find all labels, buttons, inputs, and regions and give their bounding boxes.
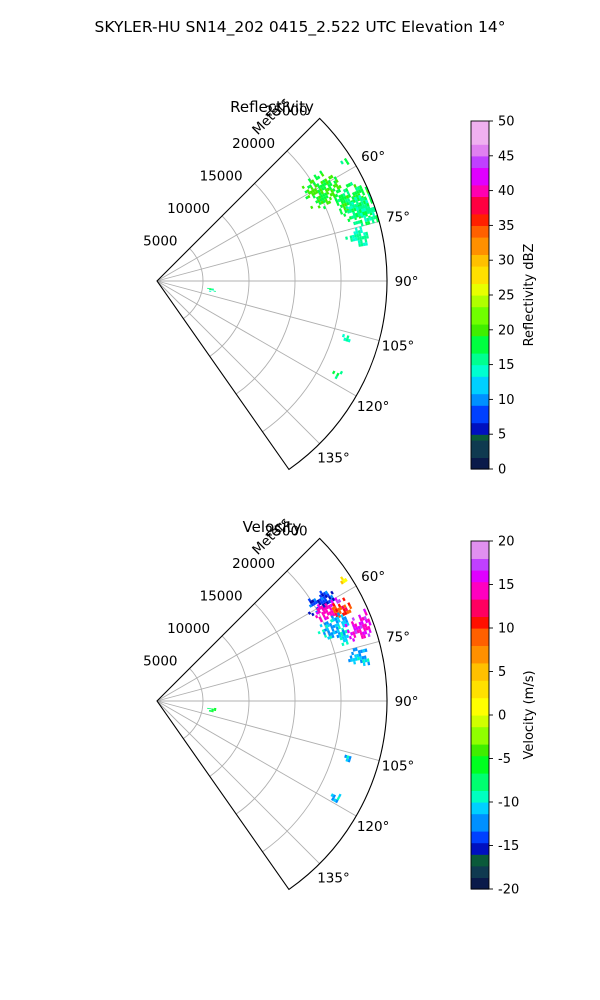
panel-title: Velocity: [243, 518, 302, 536]
sector-outline: [156, 537, 388, 891]
colorbar: -20 -15 -10 -5 0 5 10 15 20 Velocity (m/s): [470, 535, 537, 898]
range-tick-label: 10000: [167, 621, 210, 637]
colorbar-tick-label: 35: [498, 219, 515, 234]
azimuth-gridline: [156, 221, 380, 282]
range-ring: [209, 635, 250, 777]
colorbar-tick-label: 15: [498, 578, 515, 593]
azimuth-tick-label: 105°: [382, 759, 415, 775]
colorbar-tick-label: -20: [498, 883, 519, 898]
echo-region: [207, 707, 217, 713]
range-ring: [235, 183, 296, 395]
colorbar-tick-label: 10: [498, 622, 515, 637]
range-ring: [262, 570, 342, 853]
colorbar-tick-label: 15: [498, 358, 515, 373]
colorbar-tick-label: 45: [498, 149, 515, 164]
echo-region: [340, 157, 350, 166]
range-tick-label: 25000: [265, 523, 308, 539]
azimuth-tick-label: 105°: [382, 339, 415, 355]
azimuth-tick-label: 120°: [357, 819, 390, 835]
echo-region: [341, 333, 351, 343]
colorbar: 0 5 10 15 20 25 30 35 40 45 50 Reflectivity dBZ: [470, 115, 537, 478]
range-tick-label: 15000: [200, 168, 243, 184]
colorbar-tick-label: -5: [498, 752, 511, 767]
range-tick-label: 5000: [143, 653, 177, 669]
range-tick-label: 15000: [200, 588, 243, 604]
range-tick-label: 20000: [232, 136, 275, 152]
velocity-panel: Velocity500010000150002000025000Meters60…: [143, 514, 537, 897]
azimuth-tick-label: 60°: [361, 149, 385, 165]
colorbar-tick-label: -10: [498, 796, 519, 811]
azimuth-gridline: [156, 700, 320, 864]
colorbar-tick-label: 20: [498, 323, 515, 338]
range-ring: [183, 668, 204, 740]
range-ring: [262, 150, 342, 433]
echo-region: [344, 754, 352, 763]
colorbar-tick-label: 10: [498, 393, 515, 408]
azimuth-tick-label: 90°: [395, 694, 419, 710]
echo-region: [340, 576, 348, 585]
panel-title: Reflectivity: [230, 98, 314, 116]
range-tick-label: 10000: [167, 201, 210, 217]
colorbar-tick-label: 25: [498, 289, 515, 304]
range-tick-label: 20000: [232, 556, 275, 572]
colorbar-tick-label: 0: [498, 709, 506, 724]
echo-region: [331, 370, 344, 380]
echo-region: [348, 647, 371, 667]
range-ring: [183, 248, 204, 320]
range-ring: [235, 603, 296, 815]
sector-outline: [156, 117, 388, 471]
echo-region: [336, 629, 350, 647]
reflectivity-panel: Reflectivity500010000150002000025000Mete…: [143, 94, 537, 477]
colorbar-label: Reflectivity dBZ: [522, 244, 537, 347]
range-ring: [209, 215, 250, 357]
colorbar-tick-label: 5: [498, 428, 506, 443]
echo-region: [314, 597, 343, 623]
echo-region: [346, 194, 380, 227]
echo-region: [344, 608, 372, 642]
azimuth-gridline: [156, 280, 380, 341]
colorbar-tick-label: 50: [498, 115, 515, 130]
colorbar-tick-label: 5: [498, 665, 506, 680]
figure-title: SKYLER-HU SN14_202 0415_2.522 UTC Elevat…: [95, 18, 506, 37]
colorbar-tick-label: -15: [498, 839, 519, 854]
azimuth-tick-label: 90°: [395, 274, 419, 290]
echo-region: [317, 612, 350, 640]
azimuth-tick-label: 60°: [361, 569, 385, 585]
colorbar-tick-label: 0: [498, 463, 506, 478]
echo-region: [330, 793, 342, 804]
range-tick-label: 25000: [265, 103, 308, 119]
azimuth-gridline: [156, 700, 380, 761]
azimuth-gridline: [156, 641, 380, 702]
azimuth-tick-label: 135°: [317, 450, 350, 466]
range-tick-label: 5000: [143, 233, 177, 249]
azimuth-tick-label: 135°: [317, 870, 350, 886]
echo-region: [301, 170, 344, 210]
azimuth-gridline: [156, 700, 357, 817]
azimuth-tick-label: 120°: [357, 399, 390, 415]
azimuth-tick-label: 75°: [386, 209, 410, 225]
azimuth-gridline: [156, 280, 357, 397]
echo-region: [331, 597, 353, 619]
azimuth-gridline: [156, 280, 320, 444]
echo-region: [345, 226, 369, 247]
echo-region: [207, 287, 216, 292]
colorbar-tick-label: 40: [498, 184, 515, 199]
azimuth-tick-label: 75°: [386, 629, 410, 645]
colorbar-tick-label: 20: [498, 535, 515, 550]
colorbar-label: Velocity (m/s): [522, 670, 537, 759]
colorbar-tick-label: 30: [498, 254, 515, 269]
